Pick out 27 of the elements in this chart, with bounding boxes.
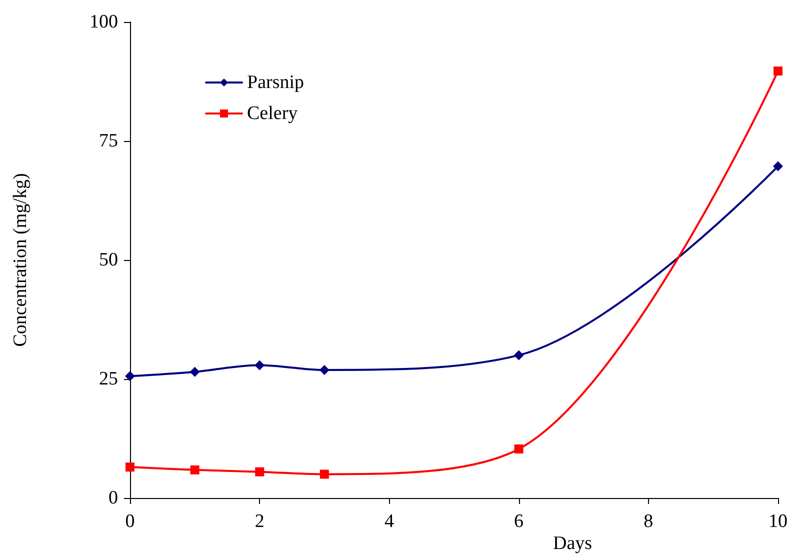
y-tick-label: 50 xyxy=(99,250,118,270)
point xyxy=(514,444,524,454)
x-tick-label: 2 xyxy=(254,511,264,532)
y-tick-label: 75 xyxy=(99,130,118,152)
x-axis-title: Days xyxy=(553,533,592,554)
point xyxy=(125,371,135,382)
point xyxy=(774,66,782,76)
y-tick-label: 25 xyxy=(99,368,118,390)
point xyxy=(190,366,200,377)
y-tick-label: 100 xyxy=(90,12,118,32)
x-tick-label: 0 xyxy=(125,511,135,532)
point xyxy=(773,161,783,172)
y-axis-title: Concentration (mg/kg) xyxy=(10,173,31,347)
x-tick-label: 4 xyxy=(384,511,394,532)
x-tick-label: 8 xyxy=(644,511,654,532)
y-tick-label: 0 xyxy=(108,488,118,508)
point xyxy=(126,462,134,472)
point xyxy=(514,350,524,360)
x-tick-label: 10 xyxy=(768,511,788,532)
x-tick-label: 6 xyxy=(514,511,524,532)
legend-label: Parsnip xyxy=(247,72,304,93)
point xyxy=(319,364,330,375)
legend-label: Celery xyxy=(247,103,298,124)
point xyxy=(320,470,329,479)
point xyxy=(190,465,200,474)
point xyxy=(255,467,264,476)
point xyxy=(254,360,265,370)
